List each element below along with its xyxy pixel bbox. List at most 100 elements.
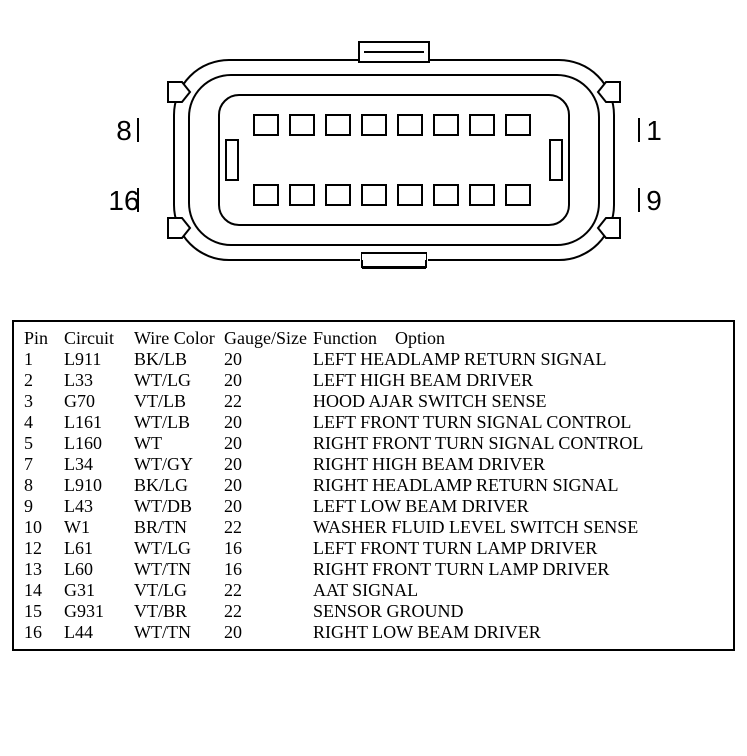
cell-wire: VT/LB bbox=[134, 391, 224, 412]
table-row: 4L161WT/LB20LEFT FRONT TURN SIGNAL CONTR… bbox=[24, 412, 723, 433]
pin-label-9: 9 bbox=[646, 185, 662, 216]
cell-gauge: 20 bbox=[224, 349, 313, 370]
cell-wire: WT/TN bbox=[134, 622, 224, 643]
cell-pin: 4 bbox=[24, 412, 64, 433]
cell-wire: WT/TN bbox=[134, 559, 224, 580]
cell-pin: 1 bbox=[24, 349, 64, 370]
cell-circuit: L160 bbox=[64, 433, 134, 454]
cell-gauge: 16 bbox=[224, 559, 313, 580]
table-row: 8L910BK/LG20RIGHT HEADLAMP RETURN SIGNAL bbox=[24, 475, 723, 496]
cell-func: LEFT HIGH BEAM DRIVER bbox=[313, 370, 723, 391]
header-pin: Pin bbox=[24, 328, 64, 349]
cell-gauge: 20 bbox=[224, 412, 313, 433]
pin-cavity bbox=[290, 185, 314, 205]
cell-circuit: G70 bbox=[64, 391, 134, 412]
cell-pin: 9 bbox=[24, 496, 64, 517]
cell-circuit: L61 bbox=[64, 538, 134, 559]
pin-cavity bbox=[434, 115, 458, 135]
cell-pin: 13 bbox=[24, 559, 64, 580]
cell-circuit: W1 bbox=[64, 517, 134, 538]
pin-cavity bbox=[398, 185, 422, 205]
cell-circuit: L43 bbox=[64, 496, 134, 517]
cell-circuit: L33 bbox=[64, 370, 134, 391]
cell-wire: WT/LB bbox=[134, 412, 224, 433]
pin-cavity bbox=[290, 115, 314, 135]
cell-func: RIGHT HIGH BEAM DRIVER bbox=[313, 454, 723, 475]
cell-func: RIGHT HEADLAMP RETURN SIGNAL bbox=[313, 475, 723, 496]
cell-wire: VT/LG bbox=[134, 580, 224, 601]
cell-gauge: 16 bbox=[224, 538, 313, 559]
table-row: 9L43WT/DB20LEFT LOW BEAM DRIVER bbox=[24, 496, 723, 517]
cell-gauge: 20 bbox=[224, 622, 313, 643]
cell-gauge: 20 bbox=[224, 433, 313, 454]
pin-cavity bbox=[470, 185, 494, 205]
cell-gauge: 22 bbox=[224, 601, 313, 622]
table-row: 1L911BK/LB20LEFT HEADLAMP RETURN SIGNAL bbox=[24, 349, 723, 370]
cell-pin: 2 bbox=[24, 370, 64, 391]
cell-circuit: L161 bbox=[64, 412, 134, 433]
cell-func: LEFT FRONT TURN SIGNAL CONTROL bbox=[313, 412, 723, 433]
pin-cavity bbox=[506, 185, 530, 205]
cell-func: LEFT HEADLAMP RETURN SIGNAL bbox=[313, 349, 723, 370]
header-gauge-size: Gauge/Size bbox=[224, 328, 313, 349]
cell-func: RIGHT FRONT TURN SIGNAL CONTROL bbox=[313, 433, 723, 454]
cell-pin: 8 bbox=[24, 475, 64, 496]
pin-label-8: 8 bbox=[116, 115, 132, 146]
cell-wire: BR/TN bbox=[134, 517, 224, 538]
cell-circuit: L44 bbox=[64, 622, 134, 643]
cell-wire: BK/LB bbox=[134, 349, 224, 370]
cell-func: WASHER FLUID LEVEL SWITCH SENSE bbox=[313, 517, 723, 538]
pin-cavity bbox=[434, 185, 458, 205]
pin-label-16: 16 bbox=[108, 185, 139, 216]
header-wire-color: Wire Color bbox=[134, 328, 224, 349]
cell-pin: 14 bbox=[24, 580, 64, 601]
cell-circuit: G31 bbox=[64, 580, 134, 601]
pinout-table: Pin Circuit Wire Color Gauge/Size Functi… bbox=[24, 328, 723, 643]
cell-gauge: 20 bbox=[224, 475, 313, 496]
cell-wire: BK/LG bbox=[134, 475, 224, 496]
cell-circuit: L60 bbox=[64, 559, 134, 580]
cell-wire: WT/GY bbox=[134, 454, 224, 475]
cell-func: RIGHT FRONT TURN LAMP DRIVER bbox=[313, 559, 723, 580]
pinout-table-wrapper: Pin Circuit Wire Color Gauge/Size Functi… bbox=[12, 320, 735, 651]
cell-gauge: 20 bbox=[224, 454, 313, 475]
cell-pin: 16 bbox=[24, 622, 64, 643]
table-row: 5L160WT20RIGHT FRONT TURN SIGNAL CONTROL bbox=[24, 433, 723, 454]
cell-wire: WT/DB bbox=[134, 496, 224, 517]
pin-cavity bbox=[506, 115, 530, 135]
cell-gauge: 20 bbox=[224, 370, 313, 391]
pin-cavity bbox=[362, 115, 386, 135]
pin-cavity bbox=[470, 115, 494, 135]
cell-pin: 3 bbox=[24, 391, 64, 412]
cell-func: AAT SIGNAL bbox=[313, 580, 723, 601]
table-row: 12L61WT/LG16LEFT FRONT TURN LAMP DRIVER bbox=[24, 538, 723, 559]
cell-gauge: 22 bbox=[224, 391, 313, 412]
cell-func: LEFT FRONT TURN LAMP DRIVER bbox=[313, 538, 723, 559]
cell-func: SENSOR GROUND bbox=[313, 601, 723, 622]
cell-func: LEFT LOW BEAM DRIVER bbox=[313, 496, 723, 517]
table-row: 10W1BR/TN22WASHER FLUID LEVEL SWITCH SEN… bbox=[24, 517, 723, 538]
table-row: 14G31VT/LG22AAT SIGNAL bbox=[24, 580, 723, 601]
pin-label-1: 1 bbox=[646, 115, 662, 146]
cell-gauge: 22 bbox=[224, 580, 313, 601]
cell-circuit: G931 bbox=[64, 601, 134, 622]
cell-pin: 7 bbox=[24, 454, 64, 475]
cell-pin: 12 bbox=[24, 538, 64, 559]
cell-pin: 10 bbox=[24, 517, 64, 538]
cell-gauge: 20 bbox=[224, 496, 313, 517]
header-circuit: Circuit bbox=[64, 328, 134, 349]
table-row: 16L44WT/TN20RIGHT LOW BEAM DRIVER bbox=[24, 622, 723, 643]
pin-cavity bbox=[326, 115, 350, 135]
table-row: 13L60WT/TN16RIGHT FRONT TURN LAMP DRIVER bbox=[24, 559, 723, 580]
cell-gauge: 22 bbox=[224, 517, 313, 538]
table-header-row: Pin Circuit Wire Color Gauge/Size Functi… bbox=[24, 328, 723, 349]
cell-pin: 15 bbox=[24, 601, 64, 622]
pin-cavity bbox=[362, 185, 386, 205]
pin-cavity bbox=[398, 115, 422, 135]
cell-wire: WT/LG bbox=[134, 370, 224, 391]
table-row: 3G70VT/LB22HOOD AJAR SWITCH SENSE bbox=[24, 391, 723, 412]
cell-pin: 5 bbox=[24, 433, 64, 454]
cell-wire: VT/BR bbox=[134, 601, 224, 622]
table-row: 15G931VT/BR22SENSOR GROUND bbox=[24, 601, 723, 622]
pin-cavity bbox=[254, 115, 278, 135]
